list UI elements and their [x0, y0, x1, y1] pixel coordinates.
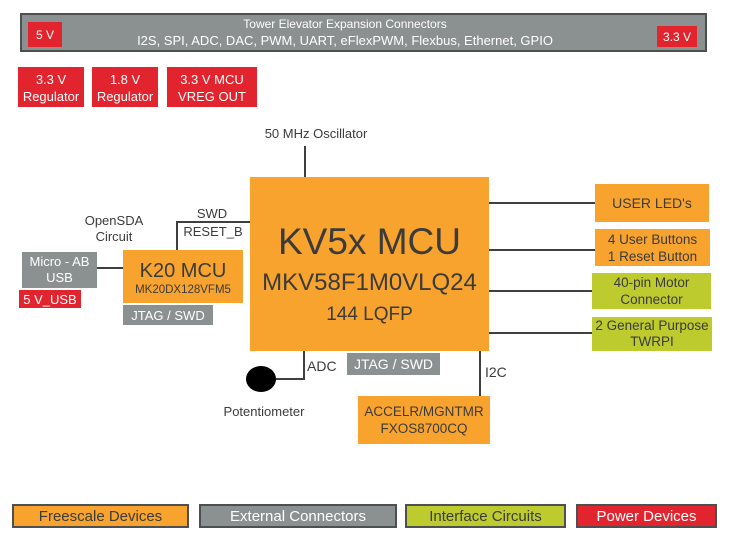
k20-mcu-part-number: MK20DX128VFM5	[135, 284, 231, 296]
regulator-1v8-line2: Regulator	[96, 89, 154, 104]
badge-5v: 5 V	[28, 22, 62, 47]
usb-box-line1: Micro - AB	[29, 254, 90, 269]
regulator-1v8-line1: 1.8 V	[109, 72, 141, 87]
regulator-vreg-line1: 3.3 V MCU	[180, 72, 244, 87]
i2c-signal-label: I2C	[485, 364, 507, 380]
swd-connector-line	[176, 221, 250, 223]
swd-connector-line-vertical	[176, 221, 178, 250]
kv5x-to-motor-line	[489, 290, 595, 292]
adc-signal-label: ADC	[307, 358, 337, 374]
legend-power-devices: Power Devices	[576, 504, 717, 528]
accel-box-line1: ACCELR/MGNTMR	[364, 404, 484, 419]
user-buttons-box: 4 User Buttons 1 Reset Button	[595, 229, 710, 266]
tower-elevator-bar-title: Tower Elevator Expansion Connectors	[243, 17, 447, 31]
opensda-label-line1: OpenSDA	[84, 213, 144, 228]
user-leds-label: USER LED's	[612, 194, 692, 211]
usb-to-k20-line	[97, 267, 123, 269]
user-buttons-line2: 1 Reset Button	[607, 248, 698, 264]
k20-jtag-swd-box: JTAG / SWD	[123, 305, 213, 325]
user-leds-box: USER LED's	[595, 184, 709, 222]
potentiometer-label: Potentiometer	[223, 404, 305, 419]
user-buttons-line1: 4 User Buttons	[607, 231, 698, 247]
adc-connector-line	[303, 351, 305, 380]
legend-interface-circuits: Interface Circuits	[405, 504, 566, 528]
opensda-label-line2: Circuit	[95, 229, 133, 244]
tower-elevator-bar-text: Tower Elevator Expansion Connectors I2S,…	[30, 15, 660, 51]
k20-mcu-title: K20 MCU	[139, 260, 227, 282]
regulator-3v3-line2: Regulator	[22, 89, 80, 104]
usb-box-line2: USB	[46, 270, 73, 285]
twrpi-line1: 2 General Purpose	[595, 318, 709, 333]
oscillator-label: 50 MHz Oscillator	[264, 126, 368, 141]
opensda-circuit-label: OpenSDA Circuit	[74, 213, 154, 245]
oscillator-connector-line	[304, 146, 306, 177]
kv5x-jtag-swd-box: JTAG / SWD	[347, 353, 440, 375]
usb-5v-badge: 5 V_USB	[19, 290, 81, 308]
kv5x-mcu-package: 144 LQFP	[326, 304, 413, 325]
potentiometer-icon	[246, 366, 276, 392]
regulator-1v8-box: 1.8 V Regulator	[92, 67, 158, 107]
tower-elevator-connectors-bar	[20, 13, 707, 52]
kv5x-to-buttons-line	[489, 249, 595, 251]
regulator-3v3-line1: 3.3 V	[35, 72, 67, 87]
legend-external-connectors: External Connectors	[199, 504, 397, 528]
regulator-vreg-line2: VREG OUT	[178, 89, 246, 104]
badge-3v3: 3.3 V	[657, 26, 697, 47]
regulator-3v3-box: 3.3 V Regulator	[18, 67, 84, 107]
kv5x-mcu-title: KV5x MCU	[278, 221, 461, 262]
regulator-vreg-out-box: 3.3 V MCU VREG OUT	[167, 67, 257, 107]
reset-b-signal-label: RESET_B	[183, 224, 243, 239]
i2c-connector-line	[479, 351, 481, 396]
k20-mcu-block: K20 MCU MK20DX128VFM5	[123, 250, 243, 303]
potentiometer-to-adc-line	[276, 378, 304, 380]
legend-freescale-devices: Freescale Devices	[12, 504, 189, 528]
motor-connector-line2: Connector	[620, 292, 683, 307]
twrpi-box: 2 General Purpose TWRPI	[592, 317, 712, 351]
kv5x-to-twrpi-line	[489, 332, 595, 334]
tower-elevator-bar-subtitle: I2S, SPI, ADC, DAC, PWM, UART, eFlexPWM,…	[137, 33, 553, 48]
accelerometer-magnetometer-box: ACCELR/MGNTMR FXOS8700CQ	[358, 396, 490, 444]
swd-signal-label: SWD	[196, 206, 228, 221]
accel-box-line2: FXOS8700CQ	[380, 421, 468, 436]
twrpi-line2: TWRPI	[630, 334, 674, 349]
motor-connector-box: 40-pin Motor Connector	[592, 273, 711, 309]
kv5x-mcu-part-number: MKV58F1M0VLQ24	[262, 269, 477, 296]
motor-connector-line1: 40-pin Motor	[613, 275, 690, 290]
micro-ab-usb-box: Micro - AB USB	[22, 252, 97, 288]
kv5x-to-leds-line	[489, 202, 595, 204]
kv5x-mcu-block: KV5x MCU MKV58F1M0VLQ24 144 LQFP	[250, 177, 489, 351]
